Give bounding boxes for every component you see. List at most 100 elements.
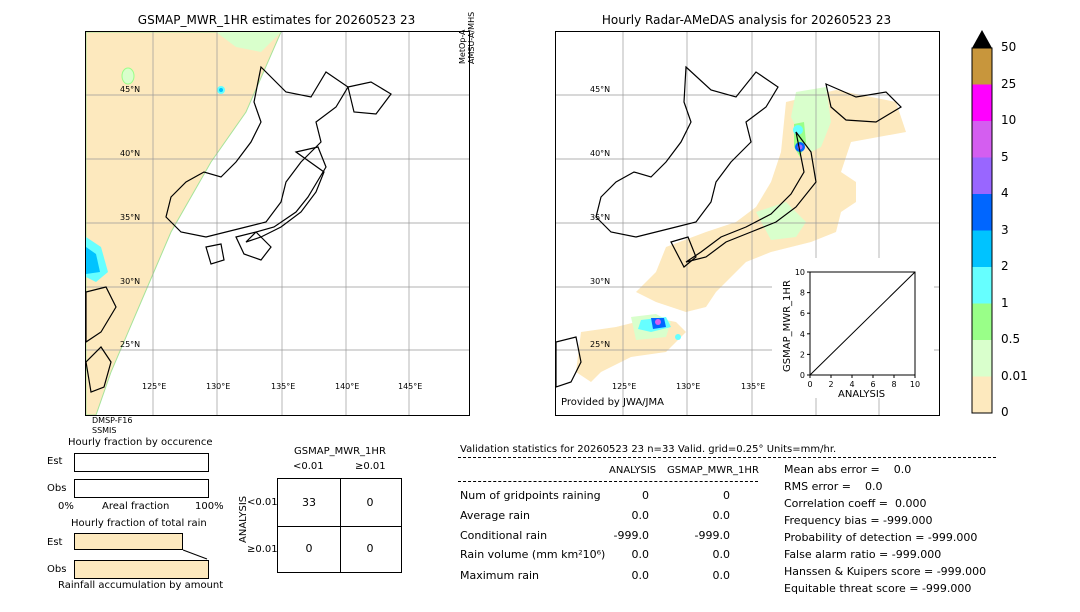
- contingency-row1: <0.01: [247, 497, 278, 508]
- total-obs-bar: [74, 560, 209, 579]
- colorbar-arrow: [972, 30, 992, 48]
- left-map-bottom-label-2: SSMIS: [92, 426, 117, 435]
- inset-y-tick-label: 0: [800, 371, 805, 380]
- colorbar-segment: [972, 303, 992, 340]
- total-connector: [182, 549, 208, 560]
- contingency-cell-11: 33: [277, 478, 341, 527]
- inset-x-tick-label: 2: [828, 380, 833, 389]
- scatter-xlabel: ANALYSIS: [838, 389, 886, 400]
- contingency-cell-21: 0: [277, 525, 341, 573]
- inset-y-tick-label: 4: [800, 330, 805, 339]
- right-lat-label-40: 40°N: [590, 149, 611, 158]
- validation-row-gsmap: -999.0: [694, 529, 730, 542]
- right-map-credit: Provided by JWA/JMA: [561, 397, 664, 408]
- total-obs-label: Obs: [47, 564, 67, 575]
- colorbar-label: 2: [1001, 259, 1009, 273]
- right-lat-label-45: 45°N: [590, 85, 611, 94]
- colorbar-segment: [972, 230, 992, 267]
- colorbar-label: 4: [1001, 186, 1009, 200]
- validation-row-gsmap: 0.0: [712, 548, 731, 561]
- right-lon-label-130: 130°E: [676, 382, 701, 391]
- colorbar-segment: [972, 157, 992, 194]
- score-ets: Equitable threat score = -999.000: [784, 582, 972, 595]
- left-lat-label-25: 25°N: [120, 340, 141, 349]
- right-lat-label-35: 35°N: [590, 213, 611, 222]
- scatter-ylabel: GSMAP_MWR_1HR: [782, 280, 793, 372]
- score-far: False alarm ratio = -999.000: [784, 548, 942, 561]
- colorbar-segment: [972, 48, 992, 85]
- colorbar-label: 0.01: [1001, 368, 1028, 383]
- inset-y-tick-label: 8: [800, 289, 805, 298]
- validation-row-label: Num of gridpoints raining: [460, 489, 601, 502]
- validation-row-label: Conditional rain: [460, 529, 548, 542]
- right-lon-label-125: 125°E: [612, 382, 637, 391]
- left-lon-label-125: 125°E: [142, 382, 167, 391]
- scatter-inset: 00 2 2 4 4 6 6 8 8 10 10: [795, 268, 920, 389]
- total-obs-fill: [75, 561, 208, 578]
- left-lat-label-30: 30°N: [120, 277, 141, 286]
- inset-x-tick-label: 10: [910, 380, 920, 389]
- score-rms-error: RMS error = 0.0: [784, 480, 883, 493]
- validation-row-gsmap: 0: [723, 489, 730, 502]
- validation-row-analysis: 0.0: [631, 548, 650, 561]
- colorbar-label: 0: [1001, 405, 1009, 419]
- total-est-fill: [74, 533, 184, 550]
- validation-row-label: Rain volume (mm km²10⁶): [460, 548, 606, 561]
- scatter-diagonal: [809, 271, 916, 376]
- left-lat-label-45: 45°N: [120, 85, 141, 94]
- score-frequency-bias: Frequency bias = -999.000: [784, 514, 933, 527]
- inset-y-tick-label: 6: [800, 309, 805, 318]
- left-lon-label-145: 145°E: [398, 382, 423, 391]
- right-map: 45°N 40°N 35°N 30°N 25°N 125°E 130°E 135…: [555, 31, 940, 416]
- validation-col-analysis: ANALYSIS: [609, 465, 657, 476]
- colorbar-label: 5: [1001, 149, 1009, 164]
- validation-col-gsmap: GSMAP_MWR_1HR: [667, 465, 759, 476]
- contingency-cell-12: 0: [339, 478, 402, 527]
- colorbar-label: 1: [1001, 295, 1009, 310]
- occurrence-obs-label: Obs: [47, 483, 67, 494]
- occurrence-axis-right: 100%: [195, 501, 224, 512]
- left-lat-label-40: 40°N: [120, 149, 141, 158]
- colorbar-segment: [972, 84, 992, 121]
- left-map-title: GSMAP_MWR_1HR estimates for 20260523 23: [137, 13, 416, 27]
- validation-row-label: Maximum rain: [460, 569, 539, 582]
- colorbar-segment: [972, 340, 992, 377]
- score-mean-abs-error: Mean abs error = 0.0: [784, 463, 912, 476]
- validation-row-gsmap: 0.0: [712, 569, 731, 582]
- right-lat-label-30: 30°N: [590, 277, 611, 286]
- contingency-title: GSMAP_MWR_1HR: [294, 446, 386, 457]
- colorbar-segment: [972, 121, 992, 158]
- validation-row-analysis: 0.0: [631, 569, 650, 582]
- right-lat-label-25: 25°N: [590, 340, 611, 349]
- occurrence-axis-mid: Areal fraction: [102, 501, 170, 512]
- inset-x-tick-label: 4: [849, 380, 854, 389]
- validation-row-analysis: 0: [642, 489, 649, 502]
- colorbar-label: 10: [1001, 113, 1017, 127]
- inset-x-tick-label: 0: [807, 380, 812, 389]
- right-lon-label-135: 135°E: [741, 382, 766, 391]
- validation-row-analysis: -999.0: [613, 529, 649, 542]
- inset-y-tick-label: 2: [800, 350, 805, 359]
- score-correlation: Correlation coeff = 0.000: [784, 497, 927, 510]
- left-map-side-label: MetOp-A AMSU-A/MHS: [458, 11, 476, 64]
- left-lon-label-130: 130°E: [206, 382, 231, 391]
- occurrence-est-label: Est: [47, 456, 63, 467]
- validation-divider-cols: [458, 481, 758, 482]
- contingency-row2: ≥0.01: [247, 544, 278, 555]
- inset-x-tick-label: 6: [870, 380, 875, 389]
- occurrence-est-bar: [74, 453, 209, 472]
- colorbar-label: 3: [1001, 222, 1009, 237]
- left-map-bottom-label-1: DMSP-F16: [92, 416, 133, 425]
- contingency-col1: <0.01: [293, 461, 324, 472]
- colorbar: [971, 30, 993, 414]
- total-est-label: Est: [47, 537, 63, 548]
- colorbar-segment: [972, 267, 992, 304]
- validation-divider-top: [458, 457, 996, 458]
- inset-y-tick-label: 10: [795, 268, 805, 277]
- validation-row-label: Average rain: [460, 509, 530, 522]
- left-lon-label-135: 135°E: [271, 382, 296, 391]
- total-footer: Rainfall accumulation by amount: [58, 580, 224, 591]
- occurrence-title: Hourly fraction by occurence: [68, 437, 213, 448]
- validation-row-gsmap: 0.0: [712, 509, 731, 522]
- colorbar-segment: [972, 376, 992, 413]
